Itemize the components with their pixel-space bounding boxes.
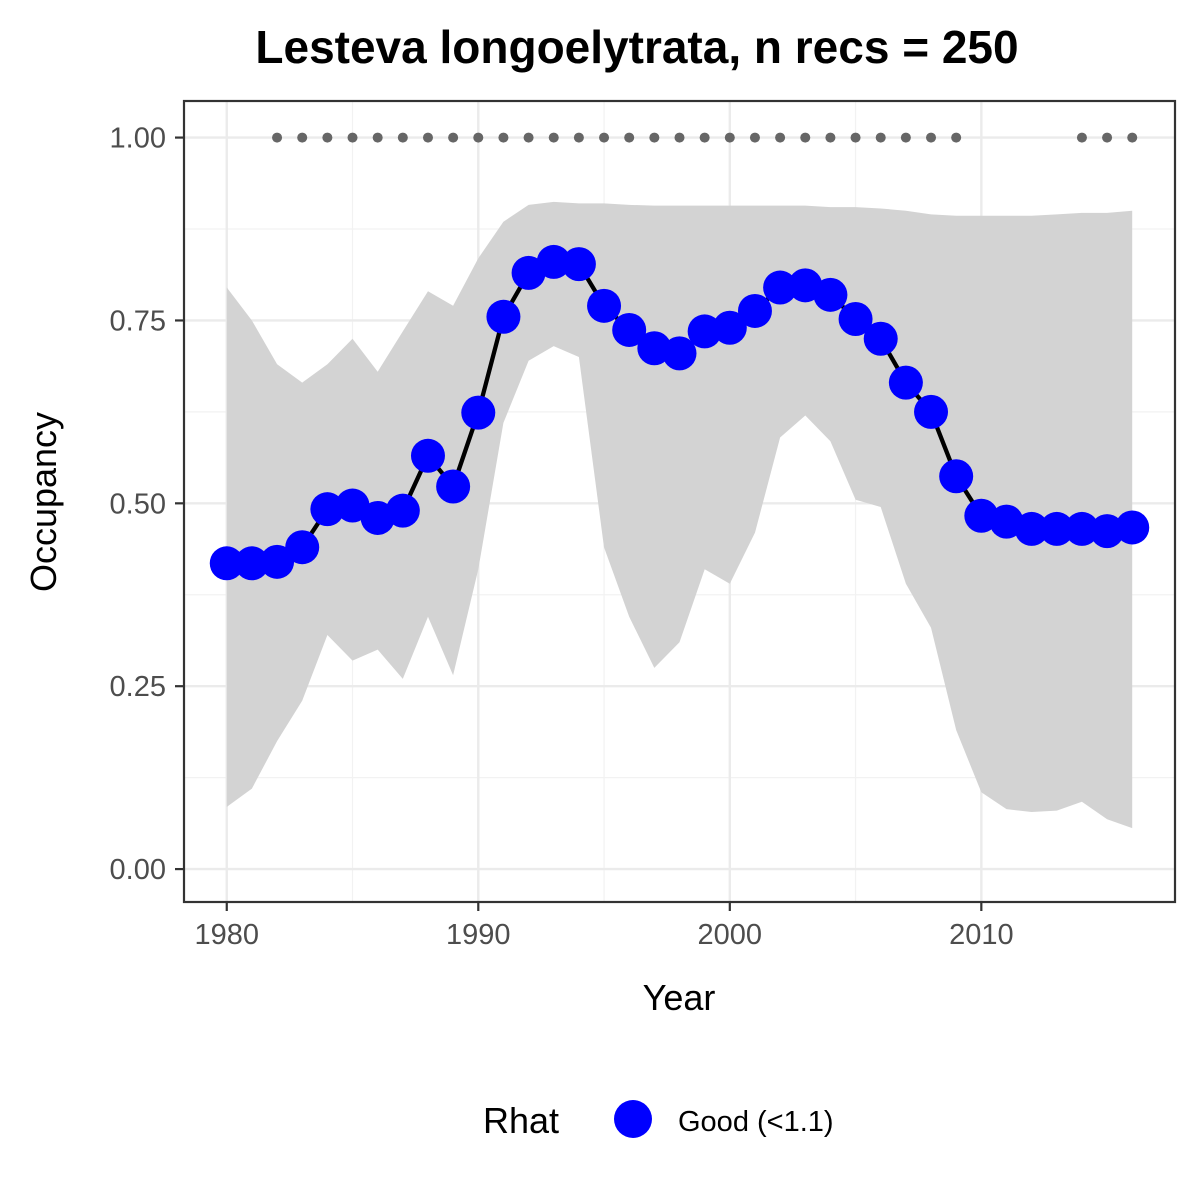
credible-interval-band — [226, 201, 1133, 829]
data-year-dot — [448, 132, 459, 143]
occupancy-point — [1014, 511, 1049, 546]
data-year-dot — [498, 132, 509, 143]
x-tick-label: 2010 — [949, 919, 1014, 951]
data-year-dot — [548, 132, 559, 143]
data-year-dots — [272, 132, 1138, 143]
occupancy-point — [813, 277, 848, 312]
occupancy-point — [662, 336, 697, 371]
occupancy-point — [939, 459, 974, 494]
data-year-dot — [599, 132, 610, 143]
occupancy-point — [410, 438, 445, 473]
occupancy-point — [285, 530, 320, 565]
occupancy-point — [335, 488, 370, 523]
data-year-dot — [523, 132, 534, 143]
occupancy-point — [1064, 511, 1099, 546]
chart-title: Lesteva longoelytrata, n recs = 250 — [255, 21, 1018, 73]
data-year-dot — [900, 132, 911, 143]
occupancy-point — [561, 247, 596, 282]
legend-label-good: Good (<1.1) — [678, 1106, 834, 1138]
data-year-dot — [775, 132, 786, 143]
occupancy-point — [612, 312, 647, 347]
occupancy-points — [209, 244, 1150, 581]
occupancy-point — [587, 288, 622, 323]
y-axis: 0.00 0.25 0.50 0.75 1.00 — [110, 123, 184, 886]
occupancy-point — [888, 365, 923, 400]
data-year-dot — [875, 132, 886, 143]
data-year-dot — [749, 132, 760, 143]
y-axis-title: Occupancy — [23, 412, 64, 592]
occupancy-point — [737, 293, 772, 328]
occupancy-point — [838, 301, 873, 336]
legend: Rhat Good (<1.1) — [483, 1100, 834, 1141]
occupancy-point — [536, 244, 571, 279]
data-year-dot — [951, 132, 962, 143]
occupancy-point — [461, 395, 496, 430]
occupancy-point — [914, 394, 949, 429]
plot-border — [182, 99, 1177, 904]
occupancy-point — [712, 310, 747, 345]
data-year-dot — [372, 132, 383, 143]
data-year-dot — [473, 132, 484, 143]
occupancy-point — [1090, 514, 1125, 549]
data-year-dot — [272, 132, 283, 143]
x-axis: 1980 1990 2000 2010 — [195, 902, 1014, 951]
occupancy-point — [687, 314, 722, 349]
data-year-dot — [347, 132, 358, 143]
occupancy-point — [1115, 510, 1150, 545]
data-year-dot — [1127, 132, 1138, 143]
occupancy-point — [209, 546, 244, 581]
data-year-dot — [926, 132, 937, 143]
legend-key-good — [614, 1100, 652, 1138]
data-year-dot — [297, 132, 308, 143]
data-year-dot — [724, 132, 735, 143]
data-year-dot — [850, 132, 861, 143]
occupancy-point — [260, 544, 295, 579]
data-year-dot — [322, 132, 333, 143]
legend-title: Rhat — [483, 1100, 559, 1141]
data-year-dot — [397, 132, 408, 143]
y-tick-label: 0.75 — [110, 305, 166, 337]
x-axis-title: Year — [643, 977, 716, 1018]
y-tick-label: 0.00 — [110, 854, 166, 886]
y-tick-label: 0.50 — [110, 488, 166, 520]
data-year-dot — [573, 132, 584, 143]
data-year-dot — [649, 132, 660, 143]
data-year-dot — [1102, 132, 1113, 143]
occupancy-point — [863, 321, 898, 356]
occupancy-point — [234, 546, 269, 581]
data-year-dot — [624, 132, 635, 143]
y-tick-label: 0.25 — [110, 671, 166, 703]
y-tick-label: 1.00 — [110, 123, 166, 155]
data-year-dot — [800, 132, 811, 143]
x-tick-label: 2000 — [698, 919, 763, 951]
occupancy-point — [1039, 511, 1074, 546]
data-year-dot — [1076, 132, 1087, 143]
data-year-dot — [422, 132, 433, 143]
occupancy-point — [763, 270, 798, 305]
data-year-dot — [674, 132, 685, 143]
x-tick-label: 1980 — [195, 919, 260, 951]
x-tick-label: 1990 — [446, 919, 511, 951]
occupancy-point — [486, 299, 521, 334]
occupancy-point — [436, 469, 471, 504]
occupancy-point — [385, 493, 420, 528]
data-year-dot — [825, 132, 836, 143]
occupancy-point — [310, 492, 345, 527]
data-year-dot — [699, 132, 710, 143]
